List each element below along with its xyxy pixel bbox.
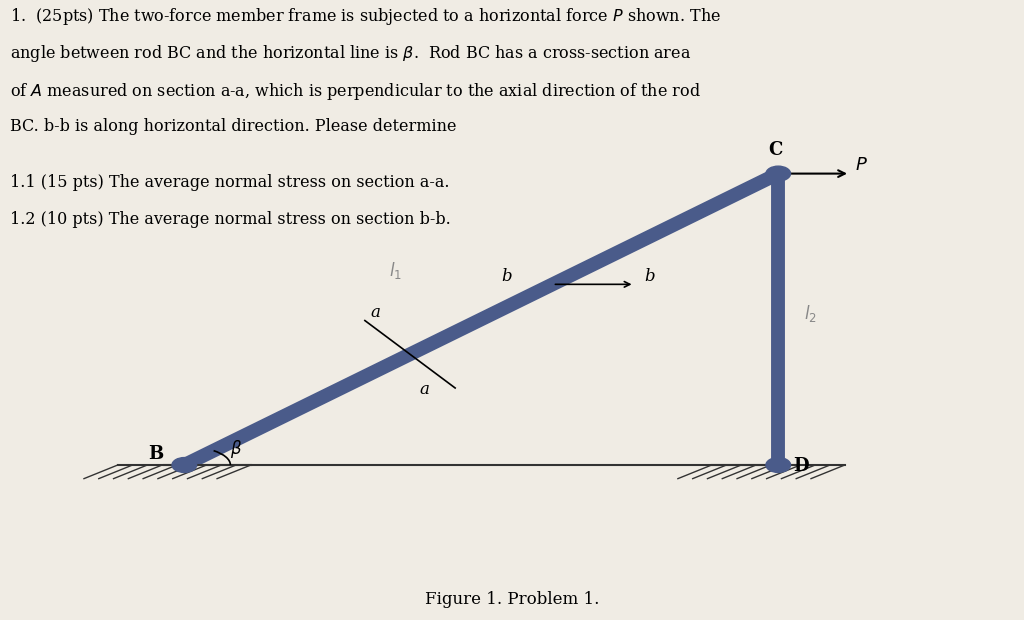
Text: $\beta$: $\beta$ xyxy=(230,438,243,460)
Text: $P$: $P$ xyxy=(855,156,868,174)
Text: Figure 1. Problem 1.: Figure 1. Problem 1. xyxy=(425,591,599,608)
Circle shape xyxy=(766,458,791,472)
Text: 1.1 (15 pts) The average normal stress on section a-a.: 1.1 (15 pts) The average normal stress o… xyxy=(10,174,450,190)
Text: D: D xyxy=(794,457,809,475)
Text: a: a xyxy=(419,381,429,398)
Text: 1.  (25pts) The two-force member frame is subjected to a horizontal force $P$ sh: 1. (25pts) The two-force member frame is… xyxy=(10,6,721,27)
Text: angle between rod BC and the horizontal line is $\beta$.  Rod BC has a cross-sec: angle between rod BC and the horizontal … xyxy=(10,43,691,64)
Circle shape xyxy=(766,166,791,181)
Text: a: a xyxy=(370,304,380,321)
Circle shape xyxy=(172,458,197,472)
Text: $l_1$: $l_1$ xyxy=(389,260,402,281)
Text: $l_2$: $l_2$ xyxy=(804,303,817,324)
Text: of $A$ measured on section a-a, which is perpendicular to the axial direction of: of $A$ measured on section a-a, which is… xyxy=(10,81,701,102)
Text: C: C xyxy=(768,141,782,159)
Text: b: b xyxy=(502,268,512,285)
Text: B: B xyxy=(148,445,164,463)
Text: b: b xyxy=(645,268,655,285)
Text: 1.2 (10 pts) The average normal stress on section b-b.: 1.2 (10 pts) The average normal stress o… xyxy=(10,211,451,228)
Text: BC. b-b is along horizontal direction. Please determine: BC. b-b is along horizontal direction. P… xyxy=(10,118,457,135)
